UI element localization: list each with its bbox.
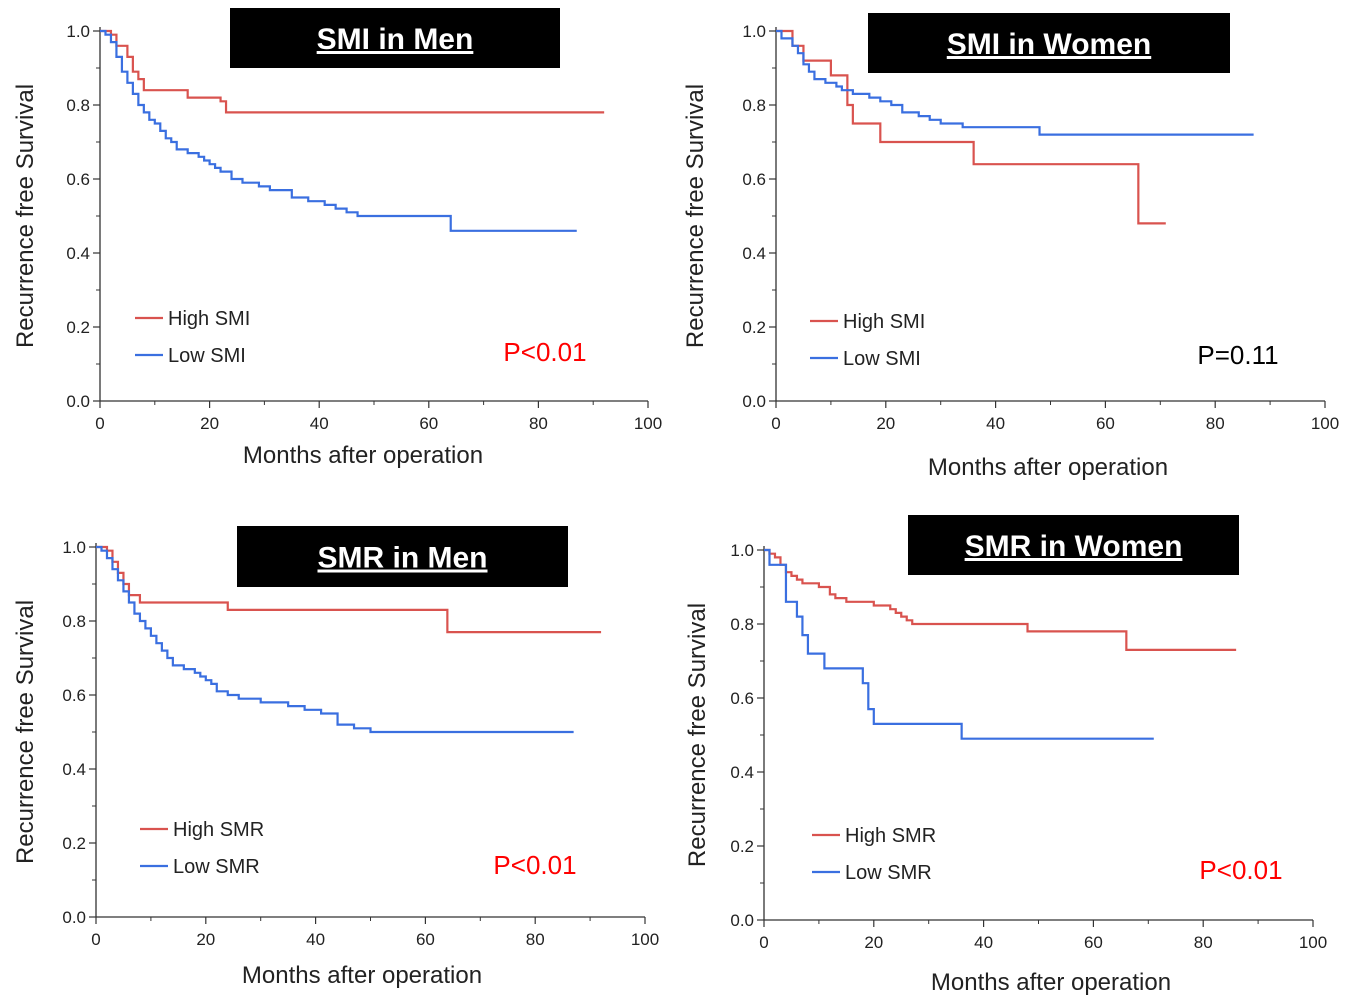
chart-title: SMI in Women: [947, 28, 1151, 61]
legend-label: Low SMR: [845, 862, 932, 884]
x-tick-label: 40: [974, 933, 993, 952]
x-axis-label: Months after operation: [242, 962, 482, 989]
legend-label: Low SMI: [843, 348, 921, 370]
y-axis-label: Recurrence free Survival: [682, 84, 709, 348]
x-tick-label: 80: [1194, 933, 1213, 952]
x-tick-label: 40: [310, 414, 329, 433]
y-tick-label: 1.0: [66, 22, 90, 41]
series-low-line: [776, 29, 1254, 136]
p-value-label: P=0.11: [1197, 340, 1278, 370]
y-tick-label: 0.2: [62, 834, 86, 853]
title-box: [237, 526, 568, 587]
x-tick-label: 100: [634, 414, 662, 433]
x-tick-label: 0: [95, 414, 104, 433]
y-tick-label: 1.0: [742, 22, 766, 41]
y-tick-label: 0.8: [62, 612, 86, 631]
series-high-line: [96, 545, 602, 634]
legend-label: High SMR: [845, 825, 936, 847]
x-tick-label: 100: [1311, 414, 1339, 433]
x-tick-label: 20: [200, 414, 219, 433]
y-tick-label: 0.6: [66, 170, 90, 189]
x-axis-label: Months after operation: [931, 969, 1171, 996]
x-tick-label: 60: [1096, 414, 1115, 433]
x-tick-label: 20: [864, 933, 883, 952]
x-tick-label: 80: [1206, 414, 1225, 433]
panel-3: 0 20 40 60 80 100 0.0 0.2 0.4 0.6 0.8 1.0 High SMR Lo…: [12, 526, 659, 989]
legend-label: High SMR: [173, 819, 264, 841]
y-tick-label: 0.0: [62, 908, 86, 927]
x-axis-label: Months after operation: [928, 454, 1168, 481]
y-axis-label: Recurrence free Survival: [12, 84, 39, 348]
legend-label: Low SMI: [168, 345, 246, 367]
y-tick-label: 0.4: [66, 244, 90, 263]
y-tick-label: 0.2: [742, 318, 766, 337]
x-axis-label: Months after operation: [243, 442, 483, 469]
x-tick-label: 60: [1084, 933, 1103, 952]
chart-title: SMI in Men: [317, 23, 474, 56]
series-low-line: [96, 545, 574, 734]
x-tick-label: 40: [986, 414, 1005, 433]
title-box: [868, 13, 1230, 73]
x-tick-label: 100: [631, 930, 659, 949]
title-box: [230, 8, 560, 68]
x-tick-label: 0: [759, 933, 768, 952]
y-tick-label: 0.6: [62, 686, 86, 705]
y-tick-label: 0.8: [730, 615, 754, 634]
y-tick-label: 0.8: [742, 96, 766, 115]
chart-title: SMR in Women: [965, 530, 1183, 563]
y-tick-label: 0.0: [730, 911, 754, 930]
legend-label: High SMI: [843, 311, 925, 333]
y-tick-label: 0.4: [730, 763, 754, 782]
x-tick-label: 20: [196, 930, 215, 949]
y-tick-label: 0.2: [730, 837, 754, 856]
panel-2: 0 20 40 60 80 100 0.0 0.2 0.4 0.6 0.8 1.0 High SMI Lo…: [682, 13, 1339, 481]
series-low-line: [764, 548, 1154, 740]
y-tick-label: 0.0: [742, 392, 766, 411]
y-axis-label: Recurrence free Survival: [684, 603, 711, 867]
y-tick-label: 0.4: [62, 760, 86, 779]
x-tick-label: 80: [526, 930, 545, 949]
x-tick-label: 0: [91, 930, 100, 949]
y-axis-label: Recurrence free Survival: [12, 600, 39, 864]
y-tick-label: 0.6: [730, 689, 754, 708]
x-tick-label: 60: [419, 414, 438, 433]
chart-title: SMR in Men: [318, 542, 488, 575]
y-tick-label: 0.4: [742, 244, 766, 263]
legend-label: Low SMR: [173, 856, 260, 878]
x-tick-label: 100: [1299, 933, 1327, 952]
y-tick-label: 1.0: [62, 538, 86, 557]
title-box: [908, 515, 1239, 575]
x-tick-label: 80: [529, 414, 548, 433]
series-low-line: [100, 29, 577, 232]
panel-1: 0 20 40 60 80 100 0.0 0.2 0.4 0.6 0.8 1.0 High SMI Lo…: [12, 8, 662, 469]
series-high-line: [100, 29, 605, 114]
y-tick-label: 0.6: [742, 170, 766, 189]
p-value-label: P<0.01: [1199, 855, 1282, 885]
y-tick-label: 0.8: [66, 96, 90, 115]
p-value-label: P<0.01: [493, 850, 576, 880]
x-tick-label: 0: [771, 414, 780, 433]
panel-4: 0 20 40 60 80 100 0.0 0.2 0.4 0.6 0.8 1.0 High SMR Lo…: [684, 515, 1327, 996]
y-tick-label: 1.0: [730, 541, 754, 560]
x-tick-label: 60: [416, 930, 435, 949]
x-tick-label: 20: [876, 414, 895, 433]
legend-label: High SMI: [168, 308, 250, 330]
y-tick-label: 0.0: [66, 392, 90, 411]
p-value-label: P<0.01: [503, 337, 586, 367]
y-tick-label: 0.2: [66, 318, 90, 337]
x-tick-label: 40: [306, 930, 325, 949]
